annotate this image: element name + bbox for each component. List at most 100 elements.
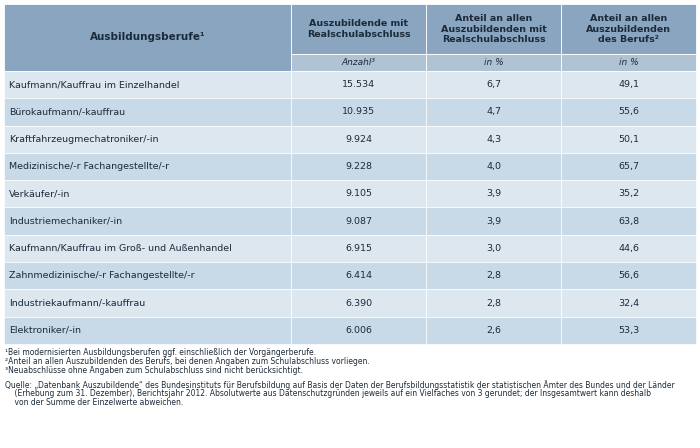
Text: ²Anteil an allen Auszubildenden des Berufs, bei denen Angaben zum Schulabschluss: ²Anteil an allen Auszubildenden des Beru…: [5, 357, 370, 366]
Bar: [291, 207, 426, 235]
Bar: [4, 262, 291, 289]
Text: ¹Bei modernisierten Ausbildungsberufen ggf. einschließlich der Vorgängerberufe.: ¹Bei modernisierten Ausbildungsberufen g…: [5, 348, 316, 357]
Bar: [291, 235, 426, 262]
Text: 3,9: 3,9: [486, 190, 501, 198]
Text: ³Neuabschlüsse ohne Angaben zum Schulabschluss sind nicht berücksichtigt.: ³Neuabschlüsse ohne Angaben zum Schulabs…: [5, 366, 303, 375]
Text: Medizinische/-r Fachangestellte/-r: Medizinische/-r Fachangestellte/-r: [9, 162, 169, 171]
Bar: [561, 235, 696, 262]
Bar: [291, 125, 426, 153]
Text: 2,6: 2,6: [486, 326, 501, 335]
Text: 2,8: 2,8: [486, 298, 501, 307]
Bar: [4, 125, 291, 153]
Text: 3,9: 3,9: [486, 217, 501, 226]
Bar: [426, 289, 561, 317]
Bar: [426, 4, 561, 54]
Text: 6,7: 6,7: [486, 80, 501, 89]
Text: Quelle: „Datenbank Auszubildende“ des Bundesinstituts für Berufsbildung auf Basi: Quelle: „Datenbank Auszubildende“ des Bu…: [5, 380, 675, 390]
Bar: [561, 262, 696, 289]
Text: Kaufmann/Kauffrau im Einzelhandel: Kaufmann/Kauffrau im Einzelhandel: [9, 80, 179, 89]
Text: Kaufmann/Kauffrau im Groß- und Außenhandel: Kaufmann/Kauffrau im Groß- und Außenhand…: [9, 244, 232, 253]
Bar: [561, 125, 696, 153]
Bar: [561, 180, 696, 207]
Text: Elektroniker/-in: Elektroniker/-in: [9, 326, 81, 335]
Bar: [4, 98, 291, 125]
Text: 44,6: 44,6: [618, 244, 639, 253]
Bar: [561, 289, 696, 317]
Text: 9.087: 9.087: [345, 217, 372, 226]
Bar: [291, 153, 426, 180]
Bar: [291, 4, 426, 54]
Bar: [291, 289, 426, 317]
Text: von der Summe der Einzelwerte abweichen.: von der Summe der Einzelwerte abweichen.: [5, 398, 183, 407]
Bar: [561, 153, 696, 180]
Text: 32,4: 32,4: [618, 298, 639, 307]
Bar: [561, 207, 696, 235]
Text: 15.534: 15.534: [342, 80, 375, 89]
Text: Anteil an allen
Auszubildenden mit
Realschulabschluss: Anteil an allen Auszubildenden mit Reals…: [441, 14, 547, 44]
Text: in %: in %: [484, 58, 503, 67]
Text: 53,3: 53,3: [618, 326, 639, 335]
Text: 56,6: 56,6: [618, 271, 639, 280]
Bar: [561, 4, 696, 54]
Text: 4,7: 4,7: [486, 108, 501, 116]
Bar: [4, 180, 291, 207]
Text: 3,0: 3,0: [486, 244, 501, 253]
Bar: [426, 54, 561, 71]
Bar: [4, 235, 291, 262]
Text: 9.105: 9.105: [345, 190, 372, 198]
Text: Auszubildende mit
Realschulabschluss: Auszubildende mit Realschulabschluss: [307, 19, 410, 39]
Text: 9.228: 9.228: [345, 162, 372, 171]
Bar: [561, 317, 696, 344]
Bar: [291, 317, 426, 344]
Bar: [426, 153, 561, 180]
Bar: [291, 54, 426, 71]
Text: 49,1: 49,1: [618, 80, 639, 89]
Text: 6.414: 6.414: [345, 271, 372, 280]
Bar: [426, 180, 561, 207]
Text: Industriemechaniker/-in: Industriemechaniker/-in: [9, 217, 122, 226]
Text: 4,0: 4,0: [486, 162, 501, 171]
Bar: [4, 207, 291, 235]
Bar: [426, 98, 561, 125]
Text: Ausbildungsberufe¹: Ausbildungsberufe¹: [90, 33, 205, 43]
Bar: [291, 98, 426, 125]
Text: Bürokaufmann/-kauffrau: Bürokaufmann/-kauffrau: [9, 108, 125, 116]
Bar: [561, 54, 696, 71]
Text: 10.935: 10.935: [342, 108, 375, 116]
Text: 55,6: 55,6: [618, 108, 639, 116]
Text: 6.006: 6.006: [345, 326, 372, 335]
Text: in %: in %: [619, 58, 638, 67]
Text: 35,2: 35,2: [618, 190, 639, 198]
Text: 9.924: 9.924: [345, 135, 372, 144]
Text: 63,8: 63,8: [618, 217, 639, 226]
Bar: [4, 289, 291, 317]
Bar: [561, 71, 696, 98]
Text: Anzahl³: Anzahl³: [342, 58, 376, 67]
Bar: [291, 71, 426, 98]
Bar: [426, 207, 561, 235]
Text: 50,1: 50,1: [618, 135, 639, 144]
Bar: [426, 71, 561, 98]
Bar: [4, 4, 291, 71]
Bar: [291, 262, 426, 289]
Text: 6.915: 6.915: [345, 244, 372, 253]
Bar: [426, 125, 561, 153]
Bar: [4, 317, 291, 344]
Text: Kraftfahrzeugmechatroniker/-in: Kraftfahrzeugmechatroniker/-in: [9, 135, 158, 144]
Bar: [4, 153, 291, 180]
Bar: [291, 180, 426, 207]
Text: Verkäufer/-in: Verkäufer/-in: [9, 190, 71, 198]
Bar: [426, 262, 561, 289]
Bar: [426, 317, 561, 344]
Text: 6.390: 6.390: [345, 298, 372, 307]
Bar: [4, 71, 291, 98]
Text: 65,7: 65,7: [618, 162, 639, 171]
Text: Industriekaufmann/-kauffrau: Industriekaufmann/-kauffrau: [9, 298, 146, 307]
Bar: [426, 235, 561, 262]
Text: 2,8: 2,8: [486, 271, 501, 280]
Text: 4,3: 4,3: [486, 135, 501, 144]
Bar: [561, 98, 696, 125]
Text: Anteil an allen
Auszubildenden
des Berufs²: Anteil an allen Auszubildenden des Beruf…: [586, 14, 671, 44]
Text: Zahnmedizinische/-r Fachangestellte/-r: Zahnmedizinische/-r Fachangestellte/-r: [9, 271, 195, 280]
Text: (Erhebung zum 31. Dezember), Berichtsjahr 2012. Absolutwerte aus Datenschutzgrün: (Erhebung zum 31. Dezember), Berichtsjah…: [5, 389, 651, 398]
